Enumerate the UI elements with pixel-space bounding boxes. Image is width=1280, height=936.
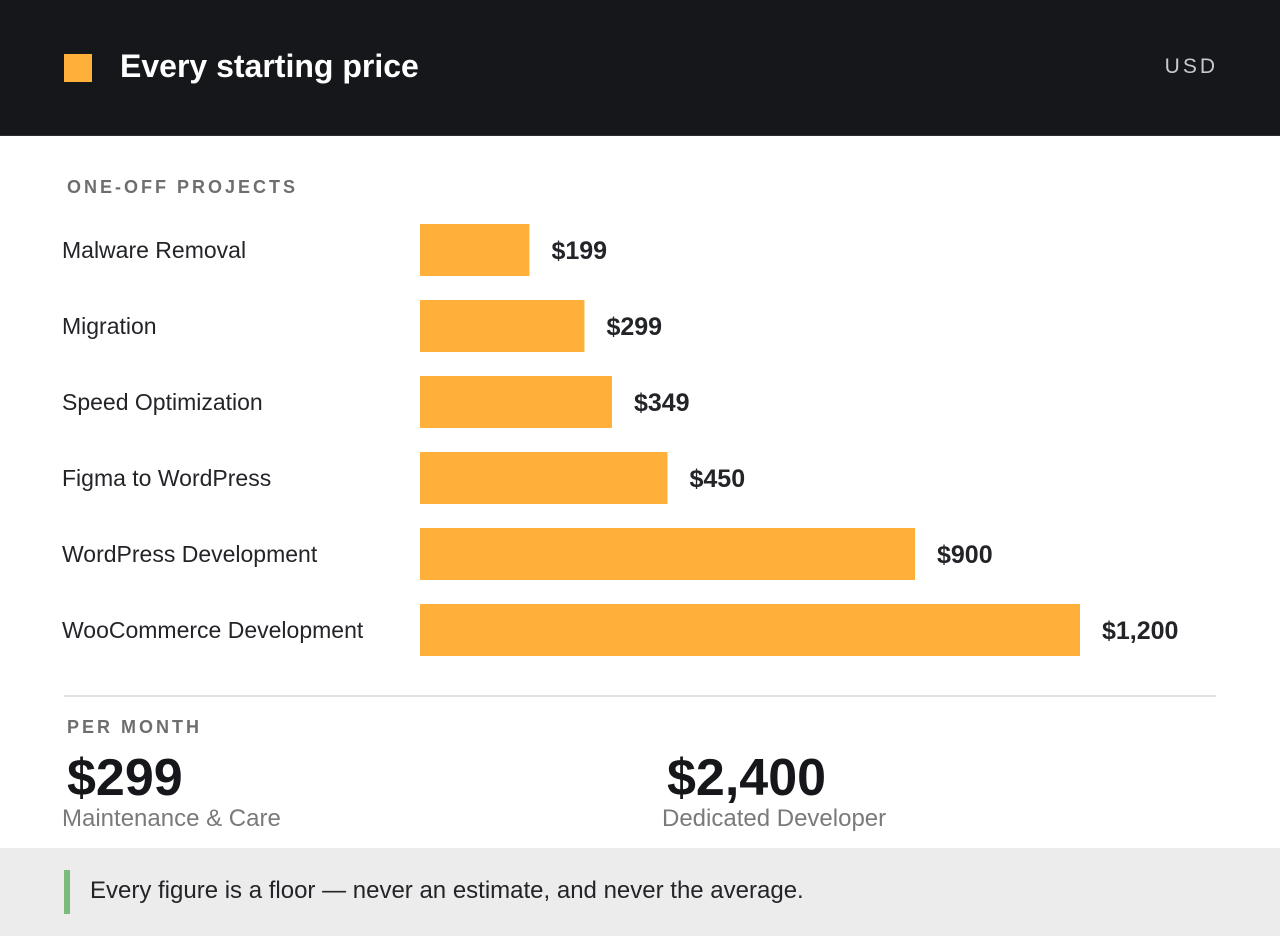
monthly-section-label: PER MONTH bbox=[67, 717, 202, 737]
bar-value-label: $199 bbox=[551, 237, 607, 265]
maintenance-label: Maintenance & Care bbox=[62, 805, 281, 832]
price-bar bbox=[420, 528, 915, 580]
category-label: Figma to WordPress bbox=[62, 465, 271, 491]
header: Every starting price USD bbox=[0, 0, 1280, 136]
category-label: WooCommerce Development bbox=[62, 617, 364, 643]
currency-label: USD bbox=[1164, 55, 1218, 78]
bar-value-label: $1,200 bbox=[1102, 617, 1178, 645]
footer-note: Every figure is a floor — never an estim… bbox=[90, 877, 804, 904]
category-label: Speed Optimization bbox=[62, 389, 263, 415]
category-label: WordPress Development bbox=[62, 541, 318, 567]
dedicated-developer-price: $2,400 bbox=[667, 749, 827, 807]
maintenance-price: $299 bbox=[67, 749, 183, 807]
category-label: Malware Removal bbox=[62, 237, 246, 263]
bar-value-label: $299 bbox=[606, 313, 662, 341]
footer-accent-bar bbox=[64, 870, 70, 914]
bar-value-label: $349 bbox=[634, 389, 690, 417]
footer-note-panel: Every figure is a floor — never an estim… bbox=[0, 848, 1280, 936]
price-bar bbox=[420, 376, 612, 428]
page-title: Every starting price bbox=[120, 48, 419, 84]
price-bar bbox=[420, 300, 585, 352]
bar-value-label: $900 bbox=[937, 541, 993, 569]
section-divider bbox=[64, 695, 1216, 697]
category-label: Migration bbox=[62, 313, 157, 339]
price-bar bbox=[420, 604, 1080, 656]
price-bar-chart: Malware Removal $199 Migration $299 Speed Op… bbox=[62, 224, 1178, 656]
price-bar bbox=[420, 224, 530, 276]
one-off-section-label: ONE-OFF PROJECTS bbox=[67, 177, 299, 197]
accent-square-icon bbox=[64, 54, 92, 82]
price-bar bbox=[420, 452, 668, 504]
bar-value-label: $450 bbox=[690, 465, 746, 493]
dedicated-developer-label: Dedicated Developer bbox=[662, 805, 887, 832]
